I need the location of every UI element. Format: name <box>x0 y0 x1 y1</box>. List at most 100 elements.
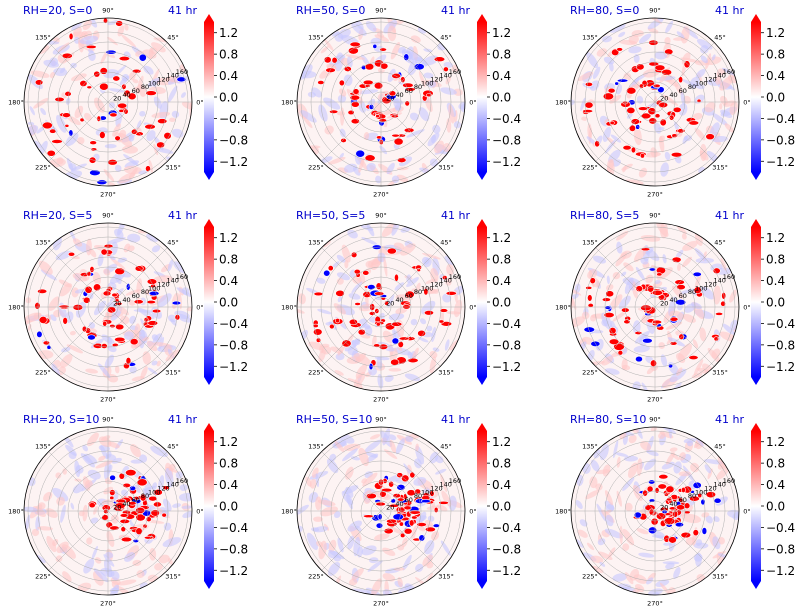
radial-tick-label: 100 <box>695 79 707 87</box>
colorbar-tick-label: −0.4 <box>219 112 248 126</box>
weak-patch <box>585 489 600 500</box>
weak-patch <box>616 241 623 254</box>
radial-tick-label: 60 <box>132 292 140 300</box>
updraft-cell <box>89 266 95 273</box>
updraft-cell <box>594 140 600 148</box>
updraft-cell <box>683 510 691 515</box>
updraft-cell <box>350 251 358 258</box>
radial-tick-label: 60 <box>679 292 687 300</box>
updraft-cell <box>135 513 146 522</box>
field-patches <box>297 18 465 186</box>
updraft-cell <box>62 317 68 325</box>
weak-patch <box>358 447 369 467</box>
radial-tick-label: 60 <box>132 87 140 95</box>
weak-patch <box>606 275 610 285</box>
weak-patch <box>170 318 177 326</box>
weak-patch <box>35 554 46 564</box>
updraft-cell <box>357 328 366 336</box>
weak-patch <box>72 238 83 247</box>
updraft-cell <box>89 140 97 145</box>
weak-patch <box>151 360 158 366</box>
angle-tick-label: 135° <box>582 442 598 450</box>
colorbar-gradient <box>204 227 214 377</box>
weak-patch <box>363 132 370 140</box>
weak-patch <box>628 46 642 54</box>
weak-patch <box>675 249 684 259</box>
weak-patch <box>660 354 668 367</box>
angle-tick-label: 0° <box>196 508 203 516</box>
weak-patch <box>313 516 323 522</box>
radial-tick-label: 140 <box>166 481 178 489</box>
updraft-cell <box>375 114 380 119</box>
weak-patch <box>705 515 713 524</box>
updraft-cell <box>353 268 361 275</box>
weak-patch <box>622 543 630 551</box>
colorbar-tick-label: −0.4 <box>492 521 521 535</box>
weak-patch <box>719 331 737 342</box>
angular-gridline <box>321 101 382 162</box>
weak-patch <box>432 347 440 352</box>
weak-patch <box>597 551 613 561</box>
updraft-cell <box>118 472 126 480</box>
polar-panel: 90°45°0°315°270°225°180°135°20 40 60 801001… <box>281 413 521 608</box>
angle-tick-label: 0° <box>469 304 476 312</box>
weak-patch <box>130 444 141 458</box>
updraft-cell <box>646 485 654 493</box>
angular-gridline <box>380 247 441 308</box>
radial-tick-label: 40 <box>122 500 130 508</box>
weak-patch <box>168 117 176 123</box>
downdraft-cell <box>109 474 116 481</box>
angle-tick-label: 270° <box>373 600 389 608</box>
weak-patch <box>638 33 652 44</box>
updraft-cell <box>115 323 125 331</box>
weak-patch <box>692 339 699 349</box>
weak-patch <box>350 456 361 461</box>
updraft-cell <box>668 506 677 511</box>
updraft-cell <box>649 359 658 368</box>
angular-gridline <box>654 247 715 308</box>
weak-patch <box>66 344 84 354</box>
colorbar-tick-label: −0.4 <box>766 112 795 126</box>
weak-patch <box>345 466 354 480</box>
downdraft-cell <box>36 330 43 338</box>
angular-gridline <box>380 306 441 367</box>
updraft-cell <box>81 325 87 333</box>
radial-tick-label: 80 <box>688 492 696 500</box>
updraft-cell <box>120 536 133 543</box>
downdraft-cell <box>420 499 431 504</box>
weak-patch <box>88 322 96 329</box>
radial-tick-label: 120 <box>430 485 442 493</box>
weak-patch <box>117 579 137 586</box>
updraft-cell <box>652 83 661 88</box>
updraft-cell <box>401 474 410 483</box>
weak-patch <box>297 308 305 314</box>
angle-tick-label: 180° <box>8 508 24 516</box>
weak-patch <box>676 31 685 39</box>
radial-tick-label: 100 <box>421 284 433 292</box>
radial-tick-label: 40 <box>395 500 403 508</box>
weak-patch <box>354 338 361 345</box>
weak-patch <box>711 54 716 61</box>
angular-gridline <box>107 101 168 162</box>
radial-tick-label: 40 <box>669 500 677 508</box>
weak-patch <box>434 455 444 464</box>
radial-tick-label: 20 <box>386 504 394 512</box>
downdraft-cell <box>675 299 687 306</box>
weak-patch <box>696 38 713 50</box>
updraft-cell <box>721 292 727 300</box>
weak-patch <box>654 279 661 285</box>
angular-gridline <box>48 101 109 162</box>
angle-tick-label: 315° <box>165 369 181 377</box>
weak-patch <box>393 98 402 111</box>
weak-patch <box>636 458 643 476</box>
weak-patch <box>389 439 397 454</box>
angle-tick-label: 45° <box>167 238 179 246</box>
weak-patch <box>56 114 67 133</box>
angle-tick-label: 180° <box>281 99 297 107</box>
radial-tick-label: 140 <box>713 72 725 80</box>
weak-patch <box>680 26 690 44</box>
updraft-cell <box>648 117 658 125</box>
weak-patch <box>374 533 390 541</box>
weak-patch <box>729 289 737 303</box>
weak-patch <box>397 346 403 351</box>
